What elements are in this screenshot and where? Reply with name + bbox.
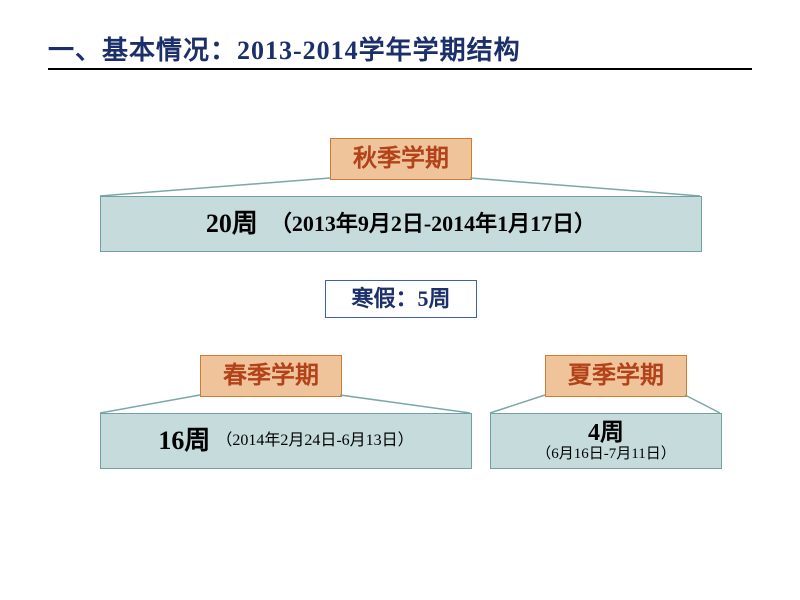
slide-stage: 一、基本情况：2013-2014学年学期结构 秋季学期 20周 （2013年9月…: [0, 0, 800, 600]
summer-label: 夏季学期: [545, 355, 687, 397]
fall-label: 秋季学期: [330, 138, 472, 180]
slide-title: 一、基本情况：2013-2014学年学期结构: [48, 30, 521, 67]
fall-bar: 20周 （2013年9月2日-2014年1月17日）: [100, 196, 702, 252]
summer-detail: （6月16日-7月11日）: [536, 446, 675, 463]
summer-bar: 4周 （6月16日-7月11日）: [490, 413, 722, 469]
summer-weeks: 4周: [588, 420, 624, 446]
fall-weeks: 20周: [206, 197, 258, 251]
spring-label: 春季学期: [200, 355, 342, 397]
winter-break-box: 寒假：5周: [325, 280, 477, 318]
spring-bar: 16周 （2014年2月24日-6月13日）: [100, 413, 472, 469]
fall-detail: （2013年9月2日-2014年1月17日）: [270, 197, 596, 251]
spring-bar-text: 16周 （2014年2月24日-6月13日）: [101, 414, 471, 468]
title-underline: [48, 68, 752, 70]
spring-detail: （2014年2月24日-6月13日）: [216, 414, 413, 468]
fall-bar-text: 20周 （2013年9月2日-2014年1月17日）: [101, 197, 701, 251]
summer-bar-text: 4周 （6月16日-7月11日）: [491, 414, 721, 468]
spring-weeks: 16周: [158, 414, 210, 468]
